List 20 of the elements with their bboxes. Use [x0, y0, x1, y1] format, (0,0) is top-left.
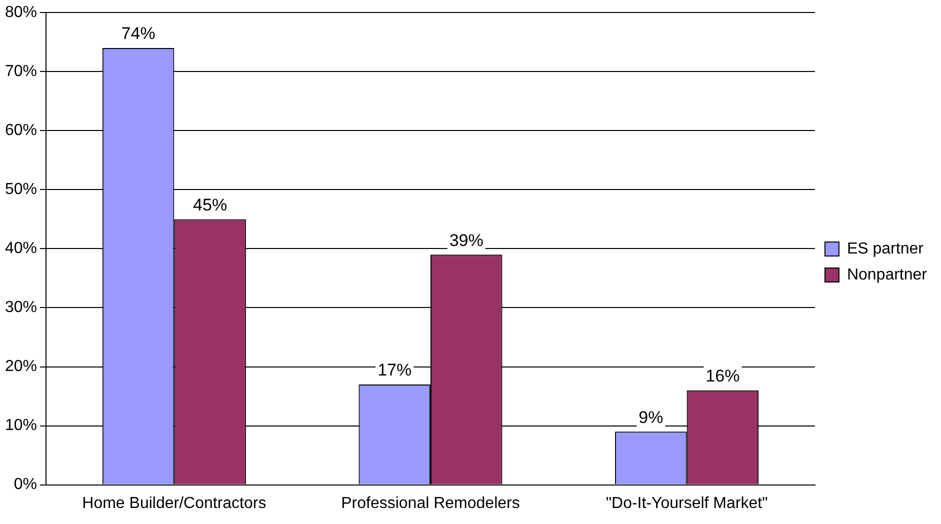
y-tick-label: 70% [4, 63, 38, 80]
y-tick-label: 40% [4, 240, 38, 258]
y-tick-label: 20% [4, 358, 38, 376]
y-tick-label: 10% [4, 417, 38, 434]
data-label: 45% [193, 195, 228, 214]
y-tick-label: 50% [4, 181, 38, 198]
data-label: 9% [638, 408, 664, 427]
y-tick-label: 30% [4, 299, 38, 316]
data-label: 16% [706, 366, 740, 386]
legend-label: Nonpartner [846, 266, 928, 284]
y-tick-label: 80% [4, 4, 38, 22]
x-tick-label: Home Builder/Contractors [82, 494, 266, 512]
x-tick-label: Professional Remodelers [341, 494, 520, 512]
legend-label: ES partner [846, 240, 924, 258]
y-tick-label: 60% [4, 122, 38, 140]
data-label: 39% [449, 230, 484, 250]
data-label: 74% [121, 24, 156, 44]
data-label: 17% [378, 360, 412, 380]
y-tick-label: 0% [14, 476, 38, 494]
x-tick-label: "Do-It-Yourself Market" [606, 494, 768, 512]
